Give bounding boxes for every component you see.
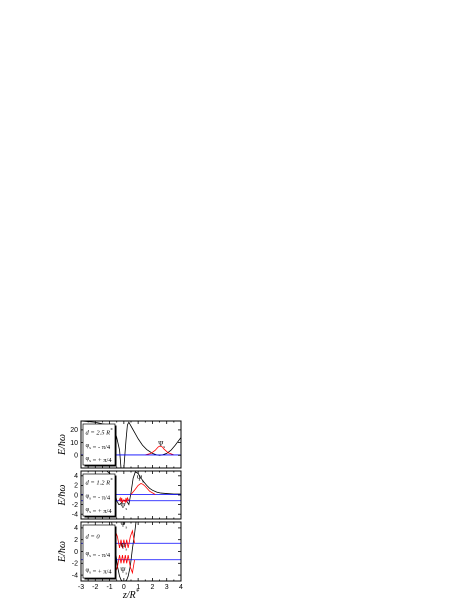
psi-label: Ψs — [120, 567, 127, 576]
x-tick-label: -3 — [78, 584, 84, 591]
psi-label: Ψs — [158, 440, 165, 449]
legend-box — [82, 524, 116, 579]
legend-entry: φs = + π/4 — [86, 455, 113, 464]
legend-entry: φs = + π/4 — [86, 506, 113, 515]
chart-panel-1: 0 10 20E/ħω d = 2.5 R* φs = - π/4 φs = + π/4 Ψ… — [57, 420, 182, 469]
legend-entry: d = 2.5 R* — [86, 428, 114, 436]
series-line-4 — [130, 483, 156, 495]
y-tick-label: 2 — [74, 483, 78, 490]
psi-label: Ψs — [120, 502, 127, 511]
series-line-2 — [145, 445, 175, 456]
legend-entry: d = 1.2 R* — [86, 479, 114, 487]
series-line-4 — [112, 529, 135, 549]
legend-entry: φs = - π/4 — [86, 493, 111, 502]
x-tick-label: 1 — [136, 584, 140, 591]
y-tick-label: 0 — [74, 492, 78, 499]
legend-box — [82, 423, 116, 466]
chart-panel-3: -3 -2 -1 0 1 2 3 4 -4 -2 0 2 4 E/ħω d = 0 φs = - π/4 φs … — [57, 521, 183, 599]
x-tick-label: 2 — [150, 584, 154, 591]
legend-entry: φs = - π/4 — [86, 550, 111, 559]
y-axis-title: E/ħω — [57, 434, 68, 456]
y-tick-label: -4 — [72, 572, 78, 579]
y-tick-label: 10 — [70, 440, 78, 447]
x-tick-label: 0 — [122, 584, 126, 591]
x-tick-label: -2 — [92, 584, 98, 591]
y-axis-title: E/ħω — [57, 541, 68, 563]
legend-entry: d = 0 — [86, 533, 101, 540]
x-tick-label: 4 — [179, 584, 183, 591]
legend-box — [82, 473, 116, 517]
series-line-5 — [112, 554, 135, 575]
y-tick-label: 4 — [74, 525, 78, 532]
psi-label: Ψs — [137, 475, 144, 484]
y-tick-label: 2 — [74, 537, 78, 544]
y-tick-label: 0 — [74, 549, 78, 556]
series-line-5 — [118, 496, 130, 504]
y-tick-label: 4 — [74, 473, 78, 480]
x-tick-label: -1 — [106, 584, 112, 591]
legend-entry: φs = - π/4 — [86, 442, 111, 451]
y-tick-label: -2 — [72, 561, 78, 568]
y-tick-label: -2 — [72, 502, 78, 509]
psi-label: Ψs — [120, 521, 127, 530]
legend-entry: φs = + π/4 — [86, 566, 113, 575]
x-tick-label: 3 — [165, 584, 169, 591]
chart-panel-2: -4 -2 0 2 4 E/ħω d = 1.2 R* φs = - π/4 φs = + π/… — [57, 470, 182, 520]
y-tick-label: 20 — [70, 427, 78, 434]
y-tick-label: 0 — [74, 453, 78, 460]
y-axis-title: E/ħω — [57, 485, 68, 507]
psi-label: Ψs — [120, 543, 127, 552]
x-axis-title: z/R* — [122, 588, 140, 599]
y-tick-label: -4 — [72, 512, 78, 519]
